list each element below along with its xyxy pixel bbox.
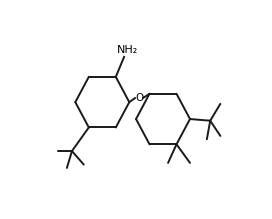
Text: NH₂: NH₂ [117, 45, 138, 55]
Text: O: O [135, 93, 144, 103]
